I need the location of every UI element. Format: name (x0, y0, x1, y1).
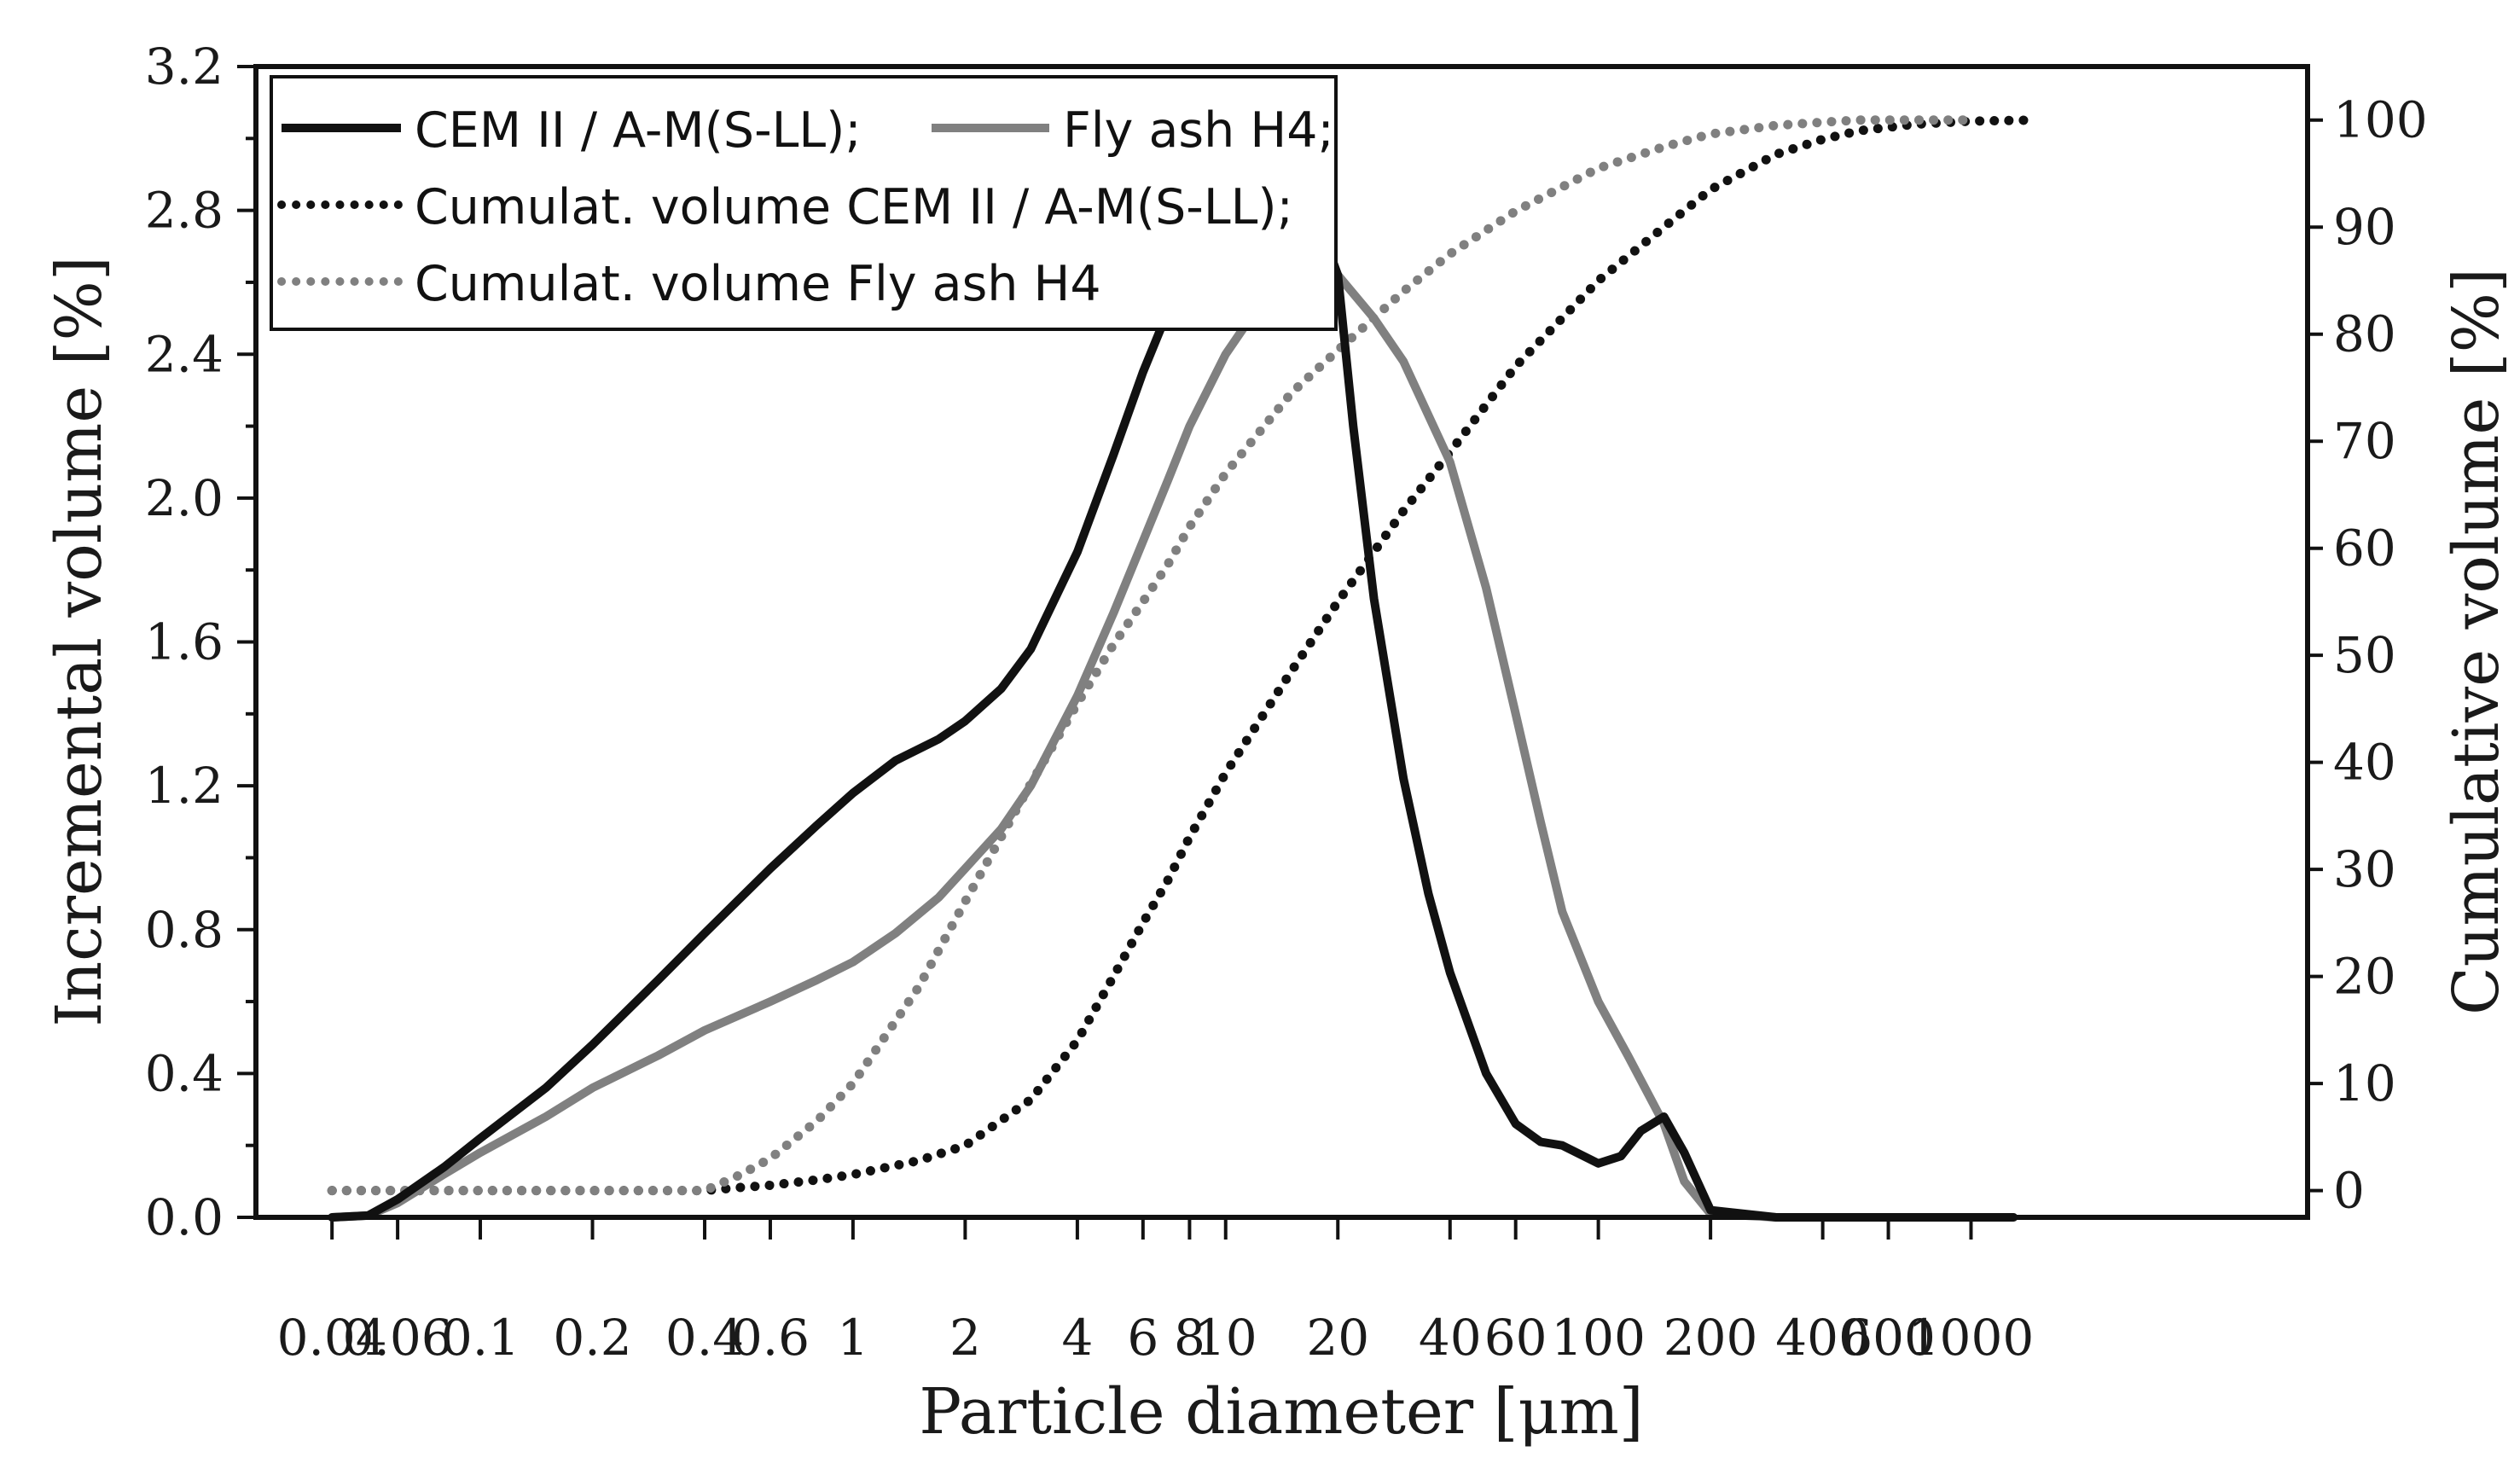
legend-label-cem-cum: Cumulat. volume CEM II / A-M(S-LL); (415, 179, 1293, 235)
x-axis-title: Particle diameter [μm] (919, 1375, 1643, 1449)
x-tick-label: 1 (837, 1309, 868, 1367)
x-tick-label: 0.6 (731, 1309, 810, 1367)
y-right-tick-label: 100 (2333, 91, 2428, 149)
y-left-tick-label: 0.4 (145, 1044, 224, 1102)
y-right-tick-label: 80 (2333, 305, 2396, 363)
y-left-tick-label: 1.2 (145, 757, 224, 815)
legend-box (270, 75, 1338, 331)
y-axis-left-title: Incremental volume [%] (43, 256, 116, 1026)
y-left-tick-label: 3.2 (145, 38, 224, 96)
x-tick-label: 4 (1061, 1309, 1093, 1367)
x-tick-label: 0.2 (553, 1309, 631, 1367)
x-tick-label: 0.4 (665, 1309, 744, 1367)
y-right-tick-label: 20 (2333, 948, 2396, 1006)
y-left-tick-label: 0.8 (145, 901, 224, 959)
x-tick-label: 200 (1664, 1309, 1758, 1367)
series-line-fly-inc (328, 259, 2018, 1222)
y-right-tick-label: 30 (2333, 840, 2396, 898)
y-left-tick-label: 0.0 (145, 1188, 224, 1246)
y-right-tick-label: 90 (2333, 198, 2396, 256)
x-tick-label: 0.04 (277, 1309, 387, 1367)
x-tick-label: 8 (1174, 1309, 1205, 1367)
y-right-tick-label: 60 (2333, 520, 2396, 578)
y-left-tick-label: 2.8 (145, 182, 224, 240)
x-tick-label: 60 (1484, 1309, 1547, 1367)
x-tick-label: 6 (1127, 1309, 1158, 1367)
x-tick-label: 40 (1419, 1309, 1482, 1367)
x-tick-label: 1000 (1908, 1309, 2035, 1367)
y-right-tick-label: 70 (2333, 412, 2396, 470)
series-line-fly-cum (327, 115, 1976, 1196)
y-right-tick-label: 10 (2333, 1054, 2396, 1112)
y-axis-right-title: Cumulative volume [%] (2440, 268, 2513, 1015)
legend-label-fly-inc: Fly ash H4; (1063, 102, 1334, 159)
y-left-tick-label: 1.6 (145, 613, 224, 671)
y-right-tick-label: 50 (2333, 626, 2396, 684)
x-tick-label: 20 (1306, 1309, 1369, 1367)
x-tick-label: 10 (1194, 1309, 1257, 1367)
legend: CEM II / A-M(S-LL); Fly ash H4; Cumulat.… (270, 75, 1338, 331)
y-left-tick-label: 2.4 (145, 325, 224, 383)
series-line-cem-cum (327, 115, 2041, 1196)
x-tick-label: 2 (949, 1309, 981, 1367)
x-tick-label: 400 (1775, 1309, 1870, 1367)
x-tick-label: 0.1 (441, 1309, 520, 1367)
legend-label-fly-cum: Cumulat. volume Fly ash H4 (415, 256, 1101, 312)
x-tick-label: 600 (1841, 1309, 1936, 1367)
y-right-tick-label: 0 (2333, 1162, 2365, 1220)
plot-frame (253, 64, 2310, 1220)
tick-labels: 0.040.060.1 0.2 0.40.6 1 2 4 6 810 20 40 60 100 200 4… (145, 38, 2428, 1367)
y-left-tick-label: 2.0 (145, 469, 224, 527)
x-tick-label: 100 (1551, 1309, 1646, 1367)
x-tick-label: 0.06 (343, 1309, 453, 1367)
legend-label-cem-inc: CEM II / A-M(S-LL); (415, 102, 862, 159)
y-right-tick-label: 40 (2333, 734, 2396, 792)
